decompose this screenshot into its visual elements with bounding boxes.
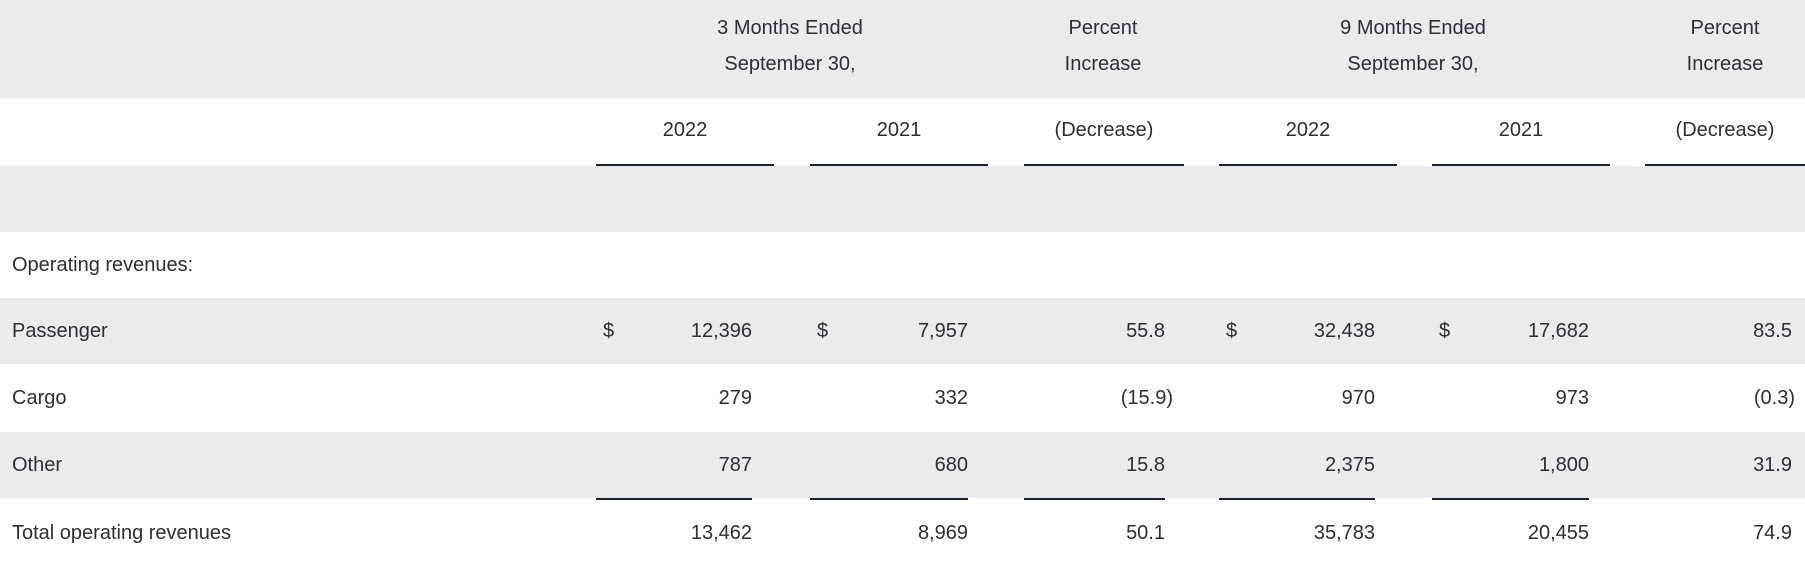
subtotal-underline xyxy=(596,498,752,500)
subtotal-underline xyxy=(1024,498,1165,500)
cell-value: 787 xyxy=(718,454,752,476)
cell-value: (0.3) xyxy=(1753,387,1795,409)
section-band xyxy=(0,232,1805,298)
row-label-cargo: Cargo xyxy=(12,387,67,409)
cell-value: 13,462 xyxy=(690,522,752,544)
cell-value: 74.9 xyxy=(1753,522,1792,544)
row-label-total: Total operating revenues xyxy=(12,522,232,544)
year-2021-9m: 2021 xyxy=(1498,119,1544,141)
dollar-sign: $ xyxy=(603,320,615,342)
subtotal-underline xyxy=(1432,498,1589,500)
decrease-9m: (Decrease) xyxy=(1675,119,1775,141)
cell-value: 8,969 xyxy=(917,522,968,544)
period-9m-line2: September 30, xyxy=(1347,53,1479,75)
cell-value: 970 xyxy=(1341,387,1375,409)
cell-value: 1,800 xyxy=(1538,454,1589,476)
cell-value: 7,957 xyxy=(917,320,968,342)
cell-value: 332 xyxy=(934,387,968,409)
period-3m-line2: September 30, xyxy=(724,53,856,75)
total-band xyxy=(0,498,1805,563)
row-label-other: Other xyxy=(12,454,63,476)
spacer-band xyxy=(0,166,1805,232)
header-underline xyxy=(1432,164,1610,166)
period-9m-line1: 9 Months Ended xyxy=(1340,17,1486,39)
other-band xyxy=(0,432,1805,498)
cell-value: 50.1 xyxy=(1126,522,1165,544)
cell-value: 2,375 xyxy=(1324,454,1375,476)
row-label-passenger: Passenger xyxy=(12,320,108,342)
cargo-band xyxy=(0,364,1805,432)
cell-value: 32,438 xyxy=(1313,320,1375,342)
header-underline xyxy=(810,164,988,166)
passenger-band xyxy=(0,298,1805,364)
subtotal-underline xyxy=(1219,498,1375,500)
cell-value: 31.9 xyxy=(1753,454,1792,476)
pct-header-1-line2: Increase xyxy=(1064,53,1142,75)
cell-value: (15.9) xyxy=(1120,387,1173,409)
cell-value: 12,396 xyxy=(690,320,752,342)
pct-header-2-line2: Increase xyxy=(1686,53,1764,75)
year-2021-3m: 2021 xyxy=(876,119,922,141)
cell-value: 83.5 xyxy=(1753,320,1792,342)
header-underline xyxy=(1024,164,1184,166)
header-underline xyxy=(596,164,774,166)
cell-value: 17,682 xyxy=(1527,320,1589,342)
header-band xyxy=(0,0,1805,98)
decrease-3m: (Decrease) xyxy=(1054,119,1154,141)
cell-value: 55.8 xyxy=(1126,320,1165,342)
header-underline xyxy=(1219,164,1397,166)
year-band xyxy=(0,98,1805,166)
year-2022-9m: 2022 xyxy=(1285,119,1331,141)
cell-value: 15.8 xyxy=(1126,454,1165,476)
year-2022-3m: 2022 xyxy=(662,119,708,141)
cell-value: 973 xyxy=(1555,387,1589,409)
cell-value: 680 xyxy=(934,454,968,476)
period-3m-line1: 3 Months Ended xyxy=(717,17,863,39)
cell-value: 35,783 xyxy=(1313,522,1375,544)
dollar-sign: $ xyxy=(1226,320,1238,342)
subtotal-underline xyxy=(810,498,968,500)
header-underline xyxy=(1645,164,1805,166)
pct-header-1-line1: Percent xyxy=(1068,17,1138,39)
dollar-sign: $ xyxy=(817,320,829,342)
cell-value: 20,455 xyxy=(1527,522,1589,544)
cell-value: 279 xyxy=(718,387,752,409)
dollar-sign: $ xyxy=(1439,320,1451,342)
section-label: Operating revenues: xyxy=(12,254,194,276)
pct-header-2-line1: Percent xyxy=(1690,17,1760,39)
